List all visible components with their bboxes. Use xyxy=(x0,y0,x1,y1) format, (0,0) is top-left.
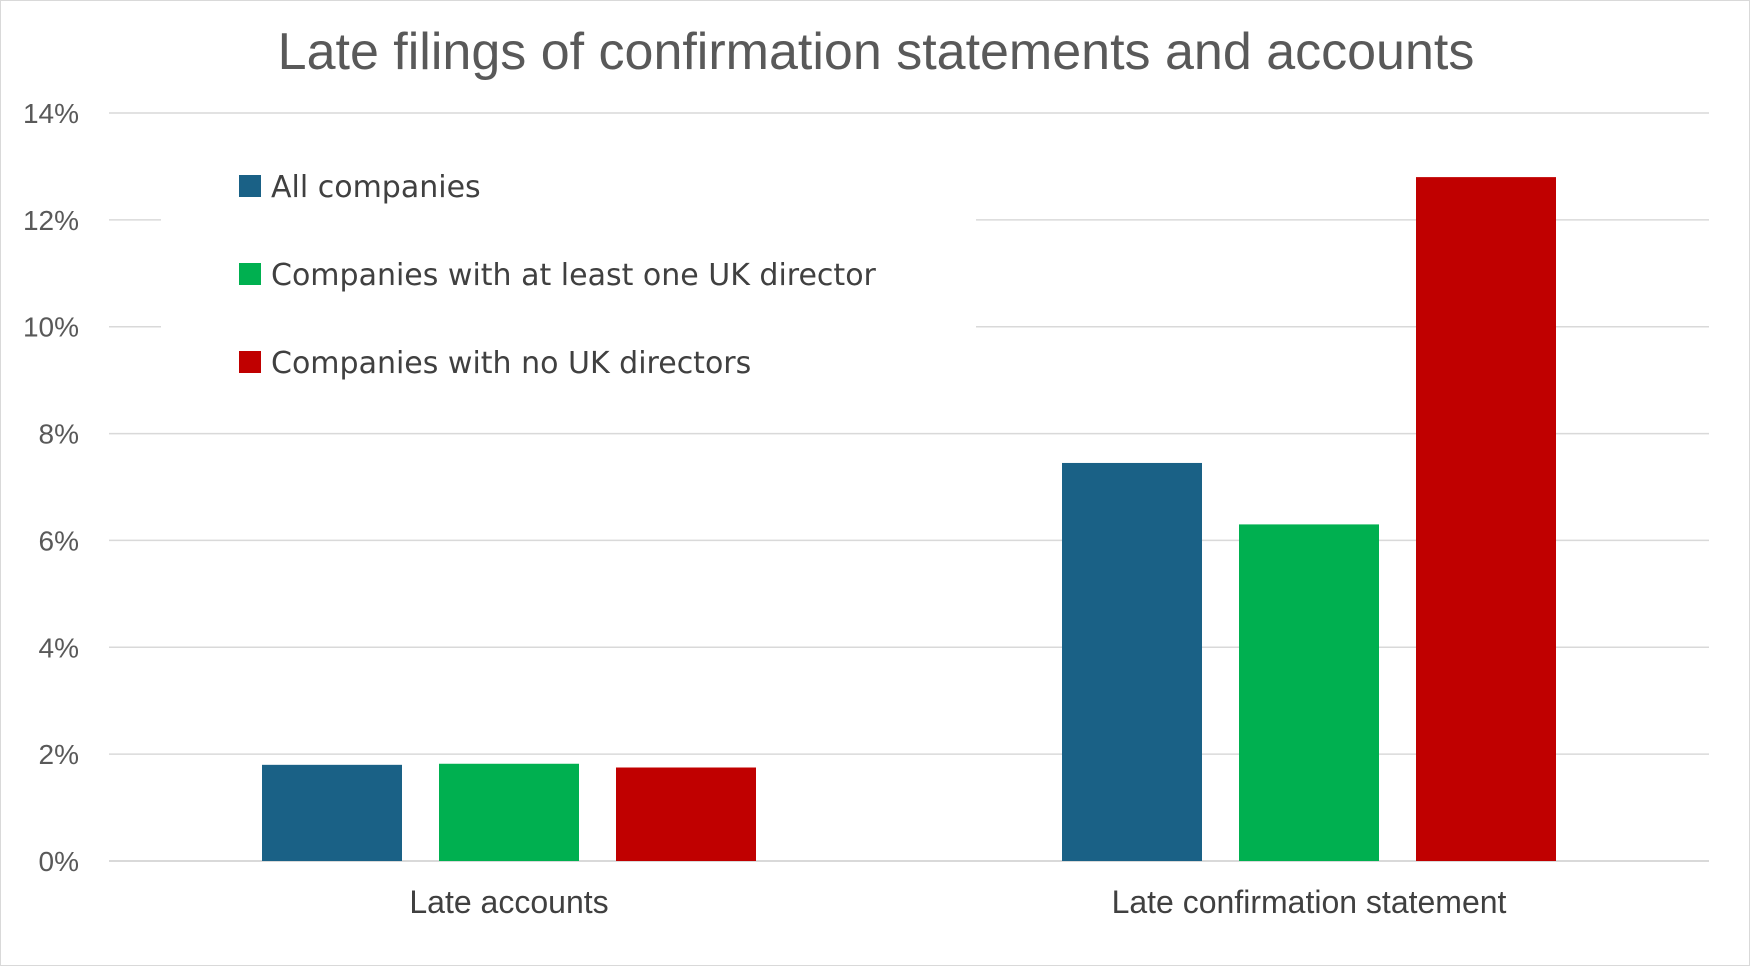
y-tick-label: 14% xyxy=(23,98,79,129)
y-tick-label: 6% xyxy=(39,525,79,556)
bar xyxy=(439,763,579,861)
y-tick-label: 10% xyxy=(23,312,79,343)
bar xyxy=(1062,462,1202,861)
legend-label: All companies xyxy=(271,170,481,205)
legend-label: Companies with at least one UK director xyxy=(271,258,877,293)
y-tick-label: 0% xyxy=(39,846,79,877)
y-tick-label: 8% xyxy=(39,419,79,450)
bar xyxy=(1239,524,1379,861)
legend-swatch xyxy=(239,175,261,197)
y-tick-label: 2% xyxy=(39,739,79,770)
legend: All companies Companies with at least one… xyxy=(239,170,877,381)
bar xyxy=(262,764,402,861)
chart-title: Late filings of confirmation statements … xyxy=(278,23,1475,81)
bars xyxy=(262,177,1556,862)
legend-swatch xyxy=(239,263,261,285)
x-category-label: Late confirmation statement xyxy=(1112,884,1507,920)
y-axis-ticks: 0% 2% 4% 6% 8% 10% 12% 14% xyxy=(23,98,79,877)
x-axis-categories: Late accounts Late confirmation statement xyxy=(409,884,1506,920)
bar xyxy=(616,767,756,861)
x-category-label: Late accounts xyxy=(409,884,608,920)
y-tick-label: 4% xyxy=(39,632,79,663)
bar xyxy=(1416,177,1556,862)
legend-swatch xyxy=(239,351,261,373)
y-tick-label: 12% xyxy=(23,205,79,236)
legend-label: Companies with no UK directors xyxy=(271,346,751,381)
